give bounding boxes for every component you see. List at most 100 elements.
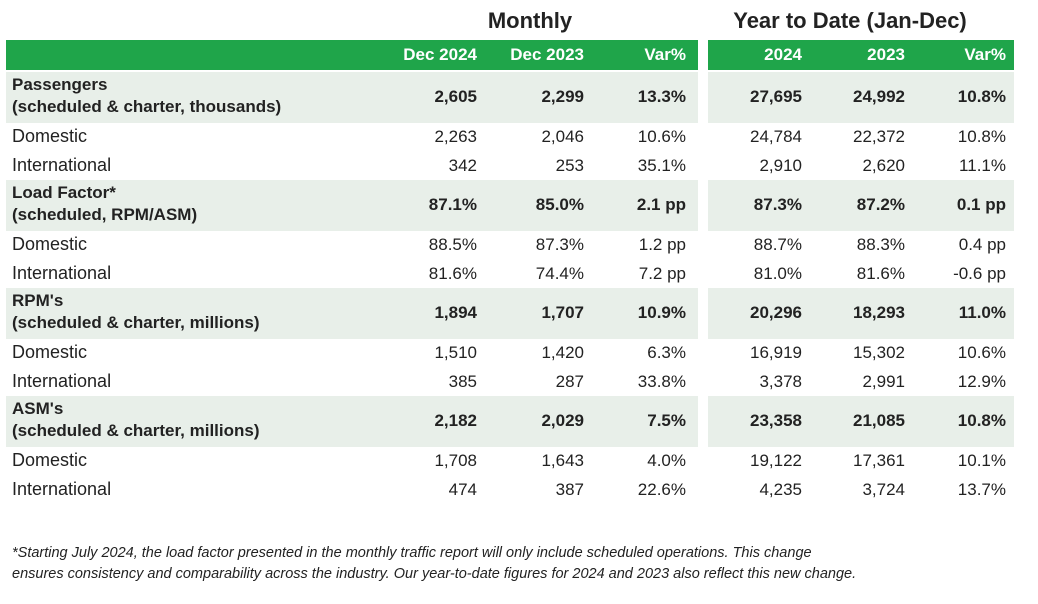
cell-value: 33.8% bbox=[637, 371, 686, 391]
cell-value: 4,235 bbox=[759, 479, 802, 499]
row-shade bbox=[708, 396, 1014, 447]
cell-value: 87.2% bbox=[856, 195, 905, 214]
row-label: Domestic bbox=[12, 126, 88, 146]
cell-value: 13.3% bbox=[637, 87, 686, 106]
cell-value: -0.6 pp bbox=[953, 263, 1006, 283]
cell-value: 27,695 bbox=[750, 87, 802, 106]
cell-value: 1,708 bbox=[434, 451, 477, 470]
column-header: 2023 bbox=[867, 45, 905, 64]
cell-value: 253 bbox=[555, 155, 584, 175]
cell-value: 10.6% bbox=[957, 343, 1006, 362]
section-label: (scheduled & charter, millions) bbox=[12, 313, 260, 332]
cell-value: 21,085 bbox=[853, 411, 905, 430]
section-label: ASM's bbox=[12, 399, 64, 418]
row-shade bbox=[6, 72, 698, 123]
cell-value: 10.8% bbox=[957, 87, 1006, 106]
cell-value: 74.4% bbox=[535, 263, 584, 283]
cell-value: 87.1% bbox=[428, 195, 477, 214]
cell-value: 81.6% bbox=[856, 263, 905, 283]
cell-value: 12.9% bbox=[957, 371, 1006, 391]
cell-value: 1,707 bbox=[541, 303, 584, 322]
cell-value: 22,372 bbox=[853, 127, 905, 146]
row-label: International bbox=[12, 154, 112, 175]
cell-value: 81.0% bbox=[753, 263, 802, 283]
cell-value: 2,620 bbox=[862, 155, 905, 175]
cell-value: 22.6% bbox=[637, 479, 686, 499]
column-header: 2024 bbox=[764, 45, 802, 64]
cell-value: 85.0% bbox=[535, 195, 584, 214]
cell-value: 2,605 bbox=[434, 87, 477, 106]
cell-value: 385 bbox=[448, 371, 477, 391]
row-shade bbox=[6, 180, 698, 231]
cell-value: 11.0% bbox=[958, 303, 1006, 322]
cell-value: 11.1% bbox=[959, 155, 1006, 175]
cell-value: 1,510 bbox=[434, 343, 477, 362]
cell-value: 13.7% bbox=[957, 479, 1006, 499]
cell-value: 24,992 bbox=[853, 87, 905, 106]
cell-value: 287 bbox=[555, 371, 584, 391]
section-label: RPM's bbox=[12, 291, 64, 310]
section-label: Load Factor* bbox=[12, 183, 116, 202]
cell-value: 2.1 pp bbox=[636, 195, 686, 214]
cell-value: 18,293 bbox=[853, 303, 905, 322]
cell-value: 474 bbox=[448, 479, 477, 499]
cell-value: 4.0% bbox=[647, 451, 686, 470]
cell-value: 15,302 bbox=[853, 343, 905, 362]
cell-value: 10.8% bbox=[957, 127, 1006, 146]
column-header: Var% bbox=[644, 45, 686, 64]
cell-value: 0.4 pp bbox=[958, 235, 1006, 254]
cell-value: 87.3% bbox=[753, 195, 802, 214]
row-shade bbox=[708, 72, 1014, 123]
cell-value: 2,182 bbox=[434, 411, 477, 430]
cell-value: 19,122 bbox=[750, 451, 802, 470]
cell-value: 16,919 bbox=[750, 343, 802, 362]
cell-value: 342 bbox=[448, 155, 477, 175]
header-bar bbox=[708, 40, 1014, 70]
cell-value: 1.2 pp bbox=[638, 235, 686, 254]
cell-value: 87.3% bbox=[535, 235, 584, 254]
row-label: Domestic bbox=[12, 450, 88, 470]
cell-value: 1,643 bbox=[541, 451, 584, 470]
section-label: (scheduled & charter, millions) bbox=[12, 421, 260, 440]
cell-value: 1,420 bbox=[541, 343, 584, 362]
cell-value: 35.1% bbox=[637, 155, 686, 175]
cell-value: 23,358 bbox=[750, 411, 802, 430]
cell-value: 10.8% bbox=[957, 411, 1006, 430]
cell-value: 2,910 bbox=[759, 155, 802, 175]
footnote: ensures consistency and comparability ac… bbox=[12, 566, 857, 582]
cell-value: 3,724 bbox=[862, 479, 905, 499]
cell-value: 2,263 bbox=[434, 127, 477, 146]
row-label: International bbox=[12, 262, 112, 283]
cell-value: 7.2 pp bbox=[638, 263, 686, 283]
cell-value: 387 bbox=[555, 479, 584, 499]
cell-value: 7.5% bbox=[647, 411, 686, 430]
row-label: International bbox=[12, 370, 112, 391]
cell-value: 1,894 bbox=[434, 303, 477, 322]
cell-value: 6.3% bbox=[647, 343, 686, 362]
row-label: International bbox=[12, 478, 112, 499]
cell-value: 20,296 bbox=[750, 303, 802, 322]
section-label: (scheduled, RPM/ASM) bbox=[12, 205, 198, 224]
cell-value: 10.6% bbox=[637, 127, 686, 146]
section-label: (scheduled & charter, thousands) bbox=[12, 97, 282, 116]
cell-value: 2,991 bbox=[862, 371, 905, 391]
cell-value: 3,378 bbox=[759, 371, 802, 391]
row-shade bbox=[708, 288, 1014, 339]
row-label: Domestic bbox=[12, 234, 88, 254]
cell-value: 2,299 bbox=[541, 87, 584, 106]
footnote: *Starting July 2024, the load factor pre… bbox=[12, 545, 812, 561]
cell-value: 0.1 pp bbox=[956, 195, 1006, 214]
cell-value: 88.3% bbox=[856, 235, 905, 254]
row-shade bbox=[6, 396, 698, 447]
cell-value: 10.1% bbox=[957, 451, 1006, 470]
cell-value: 2,046 bbox=[541, 127, 584, 146]
row-shade bbox=[708, 180, 1014, 231]
column-header: Dec 2023 bbox=[510, 45, 584, 64]
monthly-heading: Monthly bbox=[487, 8, 573, 33]
cell-value: 24,784 bbox=[750, 127, 802, 146]
cell-value: 81.6% bbox=[428, 263, 477, 283]
row-label: Domestic bbox=[12, 342, 88, 362]
column-header: Var% bbox=[964, 45, 1006, 64]
cell-value: 88.7% bbox=[753, 235, 802, 254]
